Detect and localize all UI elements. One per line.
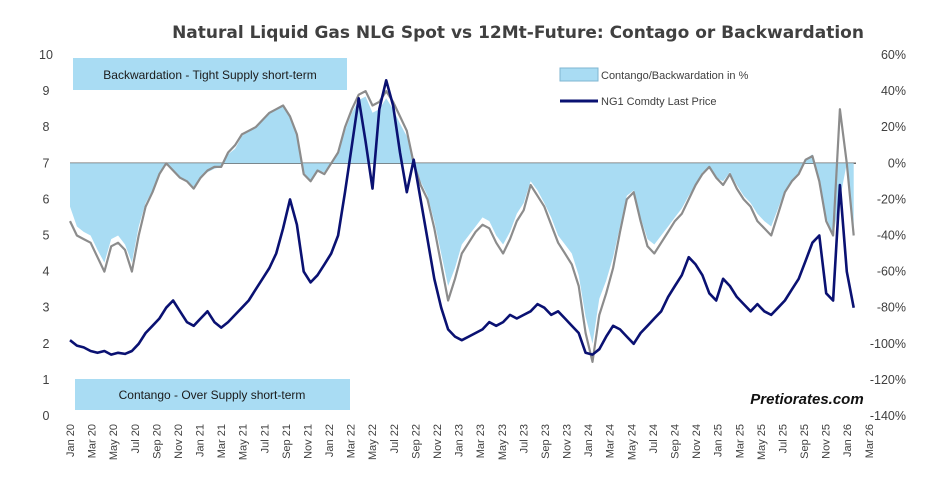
x-tick-label: Mar 25 [734,424,746,458]
x-tick-label: Sep 24 [670,424,682,459]
x-tick-label: Mar 26 [864,424,876,458]
x-tick-label: Jul 23 [518,424,530,453]
right-tick-label: -20% [877,192,906,206]
contango-label: Contango - Over Supply short-term [119,388,306,402]
x-tick-label: Mar 24 [605,424,617,458]
x-tick-label: Jan 26 [842,424,854,457]
x-tick-label: May 20 [108,424,120,460]
right-tick-label: -140% [870,409,906,423]
chart-title: Natural Liquid Gas NLG Spot vs 12Mt-Futu… [172,23,864,43]
left-axis: 0 1 2 3 4 5 6 7 8 9 10 [39,48,53,423]
left-tick-label: 2 [43,337,50,351]
x-tick-label: Mar 21 [216,424,228,458]
x-tick-label: Jul 22 [389,424,401,453]
right-tick-label: -40% [877,229,906,243]
x-tick-label: Jan 23 [454,424,466,457]
left-tick-label: 7 [43,156,50,170]
watermark: Pretiorates.com [750,391,863,408]
x-tick-label: Sep 21 [281,424,293,459]
legend-label-contango: Contango/Backwardation in % [601,70,749,82]
contango-area [70,96,854,344]
x-tick-label: Jan 22 [324,424,336,457]
right-axis: 60% 40% 20% 0% -20% -40% -60% -80% -100% -120% -14… [870,48,906,423]
left-tick-label: 10 [39,48,53,62]
x-tick-label: Sep 22 [410,424,422,459]
legend: Contango/Backwardation in % NG1 Comdty L… [559,67,749,108]
contango-box [75,379,350,410]
x-tick-label: May 24 [626,424,638,460]
x-tick-label: Nov 20 [173,424,185,459]
x-tick-label: Jan 20 [65,424,77,457]
right-tick-label: 20% [881,120,906,134]
left-tick-label: 9 [43,84,50,98]
x-tick-label: May 21 [238,424,250,460]
spot-line [69,90,855,363]
spot-line-series [69,90,855,363]
right-tick-label: -80% [877,301,906,315]
ng1-line-series [69,79,855,356]
left-tick-label: 4 [43,265,50,279]
x-tick-label: Jul 21 [259,424,271,453]
x-tick-label: Sep 23 [540,424,552,459]
x-tick-label: Sep 20 [151,424,163,459]
right-tick-label: 60% [881,48,906,62]
right-tick-label: 0% [888,156,906,170]
backwardation-label: Backwardation - Tight Supply short-term [103,68,316,82]
x-tick-label: Mar 23 [475,424,487,458]
contango-area-series [70,96,854,344]
x-tick-label: Nov 23 [562,424,574,459]
ng1-line [69,79,855,356]
x-tick-label: Jul 24 [648,424,660,453]
x-tick-label: Mar 22 [346,424,358,458]
x-tick-label: Jan 24 [583,424,595,457]
x-tick-label: Nov 24 [691,424,703,459]
legend-swatch-contango [559,67,599,82]
x-tick-label: Sep 25 [799,424,811,459]
x-tick-label: Nov 21 [303,424,315,459]
x-tick-label: Jul 20 [130,424,142,453]
x-tick-label: Nov 22 [432,424,444,459]
x-tick-label: Jul 25 [777,424,789,453]
backwardation-box [73,58,347,90]
left-tick-label: 6 [43,192,50,206]
x-tick-label: Jan 25 [713,424,725,457]
left-tick-label: 8 [43,120,50,134]
right-tick-label: -120% [870,373,906,387]
left-tick-label: 5 [43,229,50,243]
right-tick-label: -100% [870,337,906,351]
legend-label-ng1: NG1 Comdty Last Price [601,96,717,108]
x-tick-label: Jan 21 [195,424,207,457]
x-tick-label: Mar 20 [87,424,99,458]
x-tick-label: May 25 [756,424,768,460]
left-tick-label: 0 [43,409,50,423]
right-tick-label: -60% [877,265,906,279]
right-tick-label: 40% [881,84,906,98]
x-tick-label: Nov 25 [821,424,833,459]
x-axis: Jan 20 Mar 20 May 20 Jul 20 Sep 20 Nov 20 Jan … [65,424,876,460]
x-tick-label: May 23 [497,424,509,460]
left-tick-label: 1 [43,373,50,387]
x-tick-label: May 22 [367,424,379,460]
left-tick-label: 3 [43,301,50,315]
